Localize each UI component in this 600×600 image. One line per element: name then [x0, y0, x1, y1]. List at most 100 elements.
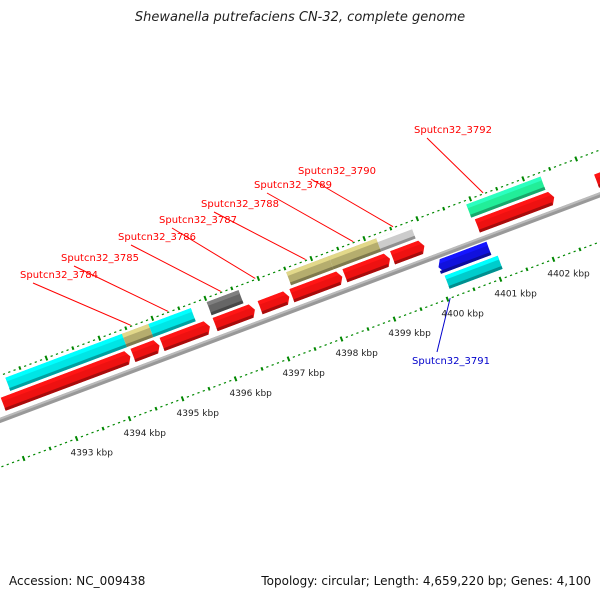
- gene-sputcn32_3785-highlight: [121, 324, 150, 338]
- cds-forward[interactable]: [474, 192, 555, 233]
- label-leader-line: [130, 244, 222, 292]
- gene-label[interactable]: Sputcn32_3785: [61, 253, 139, 264]
- cds-forward[interactable]: [0, 351, 131, 411]
- cds-forward-highlight: [257, 291, 287, 305]
- cds-forward-body[interactable]: [289, 271, 343, 303]
- cds-forward-shadow: [134, 350, 159, 362]
- cds-forward-body[interactable]: [257, 291, 290, 315]
- gene-sputcn32_3785b[interactable]: [148, 308, 196, 338]
- lower-scale-major-tick: [286, 356, 291, 362]
- cds-forward[interactable]: [257, 291, 290, 315]
- gene-sputcn32_3792-body[interactable]: [466, 176, 546, 218]
- cds-forward[interactable]: [159, 321, 210, 351]
- cds-forward[interactable]: [212, 304, 255, 332]
- gene-sputcn32_3786-body[interactable]: [206, 290, 244, 316]
- lower-scale-minor-tick: [260, 366, 264, 371]
- lower-scale-major-tick: [127, 415, 132, 422]
- gene-label[interactable]: Sputcn32_3788: [201, 199, 279, 210]
- cds-forward-body[interactable]: [159, 321, 210, 351]
- cds-forward-body[interactable]: [342, 253, 391, 283]
- upper-scale-minor-tick: [71, 346, 75, 351]
- upper-scale-major-tick: [362, 235, 367, 242]
- cds-forward-body[interactable]: [594, 150, 600, 188]
- upper-scale-minor-tick: [124, 326, 128, 331]
- scale-labels-layer: 4393 kbp 4394 kbp 4395 kbp 4396 kbp 4397 kbp…: [71, 269, 591, 458]
- lower-scale-minor-tick: [366, 327, 370, 332]
- gene-label[interactable]: Sputcn32_3791: [412, 356, 490, 367]
- gene-sputcn32_3792[interactable]: [466, 176, 546, 218]
- gene-label[interactable]: Sputcn32_3790: [298, 166, 376, 177]
- gene-sputcn32_3790-shadow: [380, 235, 416, 252]
- lower-scale-major-tick: [551, 256, 556, 263]
- cds-forward-body[interactable]: [0, 351, 131, 411]
- gene-sputcn32_3786[interactable]: [206, 290, 244, 316]
- gene-sputcn32_3788-body[interactable]: [286, 256, 334, 286]
- upper-scale-major-tick: [415, 215, 420, 222]
- scale-label: 4402 kbp: [547, 269, 590, 279]
- upper-scale-minor-tick: [230, 286, 234, 291]
- lower-scale-minor-tick: [101, 426, 105, 431]
- gene-sputcn32_3789[interactable]: [328, 238, 382, 270]
- gene-labels-layer: Sputcn32_3784 Sputcn32_3785 Sputcn32_3786 S…: [20, 125, 492, 367]
- gene-sputcn32_3791[interactable]: [444, 255, 503, 289]
- cds-forward-body[interactable]: [390, 240, 425, 265]
- gene-sputcn32_3789-body[interactable]: [328, 238, 382, 270]
- accession-text: Accession: NC_009438: [9, 574, 146, 588]
- lower-scale-minor-tick: [154, 406, 158, 411]
- gene-sputcn32_3785-body[interactable]: [121, 324, 154, 348]
- cds-forward-highlight: [159, 321, 207, 342]
- lower-scale-major-tick: [233, 376, 238, 382]
- label-leader-line: [436, 298, 451, 353]
- cds-forward[interactable]: [289, 271, 343, 303]
- cds-forward-body[interactable]: [130, 340, 160, 362]
- cds-forward-shadow: [163, 331, 209, 351]
- cds-forward-shadow: [293, 281, 341, 303]
- gene-label[interactable]: Sputcn32_3786: [118, 232, 196, 243]
- gene-sputcn32_3785b-body[interactable]: [148, 308, 196, 338]
- gene-sputcn32_3784-body[interactable]: [5, 333, 127, 391]
- gene-label[interactable]: Sputcn32_3784: [20, 270, 98, 281]
- cds-forward[interactable]: [342, 253, 391, 283]
- gene-sputcn32_3788[interactable]: [286, 256, 334, 286]
- scale-label: 4398 kbp: [335, 349, 378, 359]
- gene-sputcn32_3789-highlight: [328, 238, 378, 260]
- lower-scale-major-tick: [74, 435, 79, 442]
- cds-forward-shadow: [478, 202, 553, 233]
- lower-scale-major-tick: [180, 396, 185, 402]
- cds-forward-highlight: [130, 340, 157, 353]
- gene-sputcn32_3786-highlight: [206, 290, 240, 306]
- lower-scale-minor-tick: [419, 307, 423, 312]
- lower-scale-major-tick: [339, 336, 344, 342]
- gene-sputcn32_3790[interactable]: [376, 225, 416, 252]
- cds-reverse[interactable]: [438, 241, 492, 274]
- gene-sputcn32_3785b-highlight: [148, 308, 193, 328]
- cds-forward-shadow: [394, 251, 424, 265]
- gene-sputcn32_3792-shadow: [470, 186, 546, 218]
- upper-scale-major-tick: [521, 176, 526, 182]
- cds-forward[interactable]: [130, 340, 160, 362]
- gene-label[interactable]: Sputcn32_3789: [254, 180, 332, 191]
- upper-scale-minor-tick: [548, 166, 552, 171]
- gene-sputcn32_3790-body[interactable]: [376, 225, 416, 252]
- upper-scale-major-tick: [256, 275, 261, 282]
- cds-reverse-body[interactable]: [438, 241, 492, 273]
- lower-scale-major-tick: [21, 455, 26, 462]
- gene-label[interactable]: Sputcn32_3787: [159, 215, 237, 226]
- gene-sputcn32_3784[interactable]: [5, 333, 127, 391]
- scale-label: 4396 kbp: [229, 389, 272, 399]
- gene-sputcn32_3785[interactable]: [121, 324, 154, 348]
- cds-forward-body[interactable]: [474, 192, 555, 233]
- gene-sputcn32_3791-body[interactable]: [444, 255, 503, 289]
- cds-forward-shadow: [261, 301, 288, 315]
- cds-forward[interactable]: [594, 150, 600, 188]
- cds-forward-highlight: [390, 240, 422, 255]
- cds-forward-highlight: [212, 304, 252, 322]
- cds-forward-body[interactable]: [212, 304, 255, 332]
- label-leader-line: [73, 265, 169, 312]
- cds-forward-shadow: [216, 314, 254, 332]
- cds-forward[interactable]: [390, 240, 425, 265]
- lower-scale-major-tick: [392, 316, 397, 322]
- upper-scale-major-tick: [309, 255, 314, 262]
- gene-sputcn32_3788-highlight: [286, 256, 330, 276]
- gene-label[interactable]: Sputcn32_3792: [414, 125, 492, 136]
